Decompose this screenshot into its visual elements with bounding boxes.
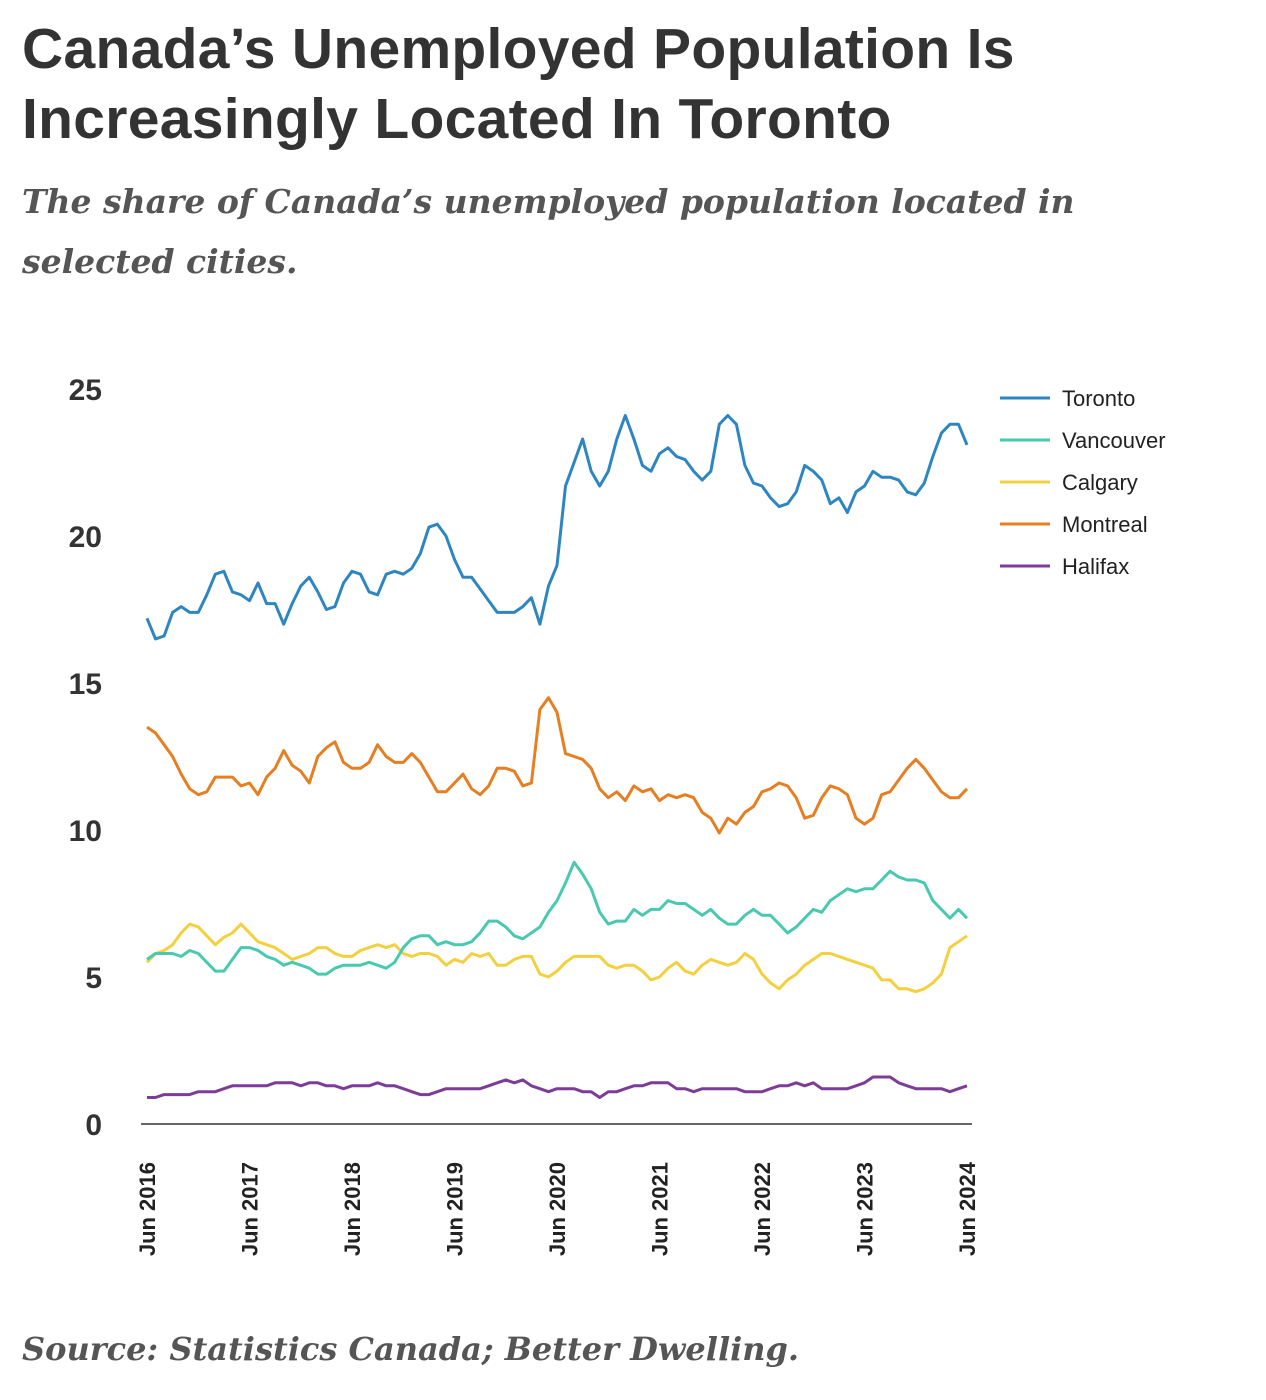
y-tick-label: 0 xyxy=(85,1109,102,1142)
x-tick-label: Jun 2019 xyxy=(443,1162,468,1256)
legend-item-montreal: Montreal xyxy=(1000,512,1148,537)
series-line-calgary xyxy=(145,922,968,994)
x-tick-label: Jun 2020 xyxy=(545,1162,570,1256)
legend-label: Halifax xyxy=(1062,554,1129,579)
x-tick-label: Jun 2018 xyxy=(340,1162,365,1256)
chart-title: Canada’s Unemployed Population Is Increa… xyxy=(22,17,1015,151)
legend-label: Vancouver xyxy=(1062,428,1166,453)
x-axis-ticks: Jun 2016 Jun 2017 Jun 2018 Jun 2019 Jun 2020… xyxy=(135,1161,980,1256)
x-tick-label: Jun 2016 xyxy=(135,1162,160,1256)
legend-label: Toronto xyxy=(1062,386,1135,411)
y-axis-ticks: 0 5 10 15 20 25 xyxy=(69,374,102,1142)
x-tick-label: Jun 2022 xyxy=(750,1162,775,1256)
series-line-halifax xyxy=(147,1075,968,1099)
y-tick-label: 10 xyxy=(69,815,102,848)
source-note: Source: Statistics Canada; Better Dwelli… xyxy=(22,1330,800,1368)
x-tick-label: Jun 2024 xyxy=(955,1161,980,1256)
legend-item-halifax: Halifax xyxy=(1000,554,1129,579)
x-tick-label: Jun 2023 xyxy=(853,1162,878,1256)
legend-label: Montreal xyxy=(1062,512,1148,537)
legend-item-toronto: Toronto xyxy=(1000,386,1135,411)
legend-item-vancouver: Vancouver xyxy=(1000,428,1166,453)
y-tick-label: 5 xyxy=(85,962,102,995)
legend-item-calgary: Calgary xyxy=(1000,470,1138,495)
series-line-toronto xyxy=(145,414,969,641)
chart-subtitle: The share of Canada’s unemployed populat… xyxy=(22,182,1075,281)
legend-label: Calgary xyxy=(1062,470,1138,495)
series-lines xyxy=(145,414,969,1099)
y-tick-label: 20 xyxy=(69,521,102,554)
series-line-vancouver xyxy=(146,860,969,976)
y-tick-label: 25 xyxy=(69,374,102,407)
x-tick-label: Jun 2021 xyxy=(648,1162,673,1256)
series-line-montreal xyxy=(146,696,969,835)
y-tick-label: 15 xyxy=(69,668,102,701)
x-tick-label: Jun 2017 xyxy=(238,1162,263,1256)
legend: Toronto Vancouver Calgary Montreal Halifax xyxy=(1000,386,1166,579)
